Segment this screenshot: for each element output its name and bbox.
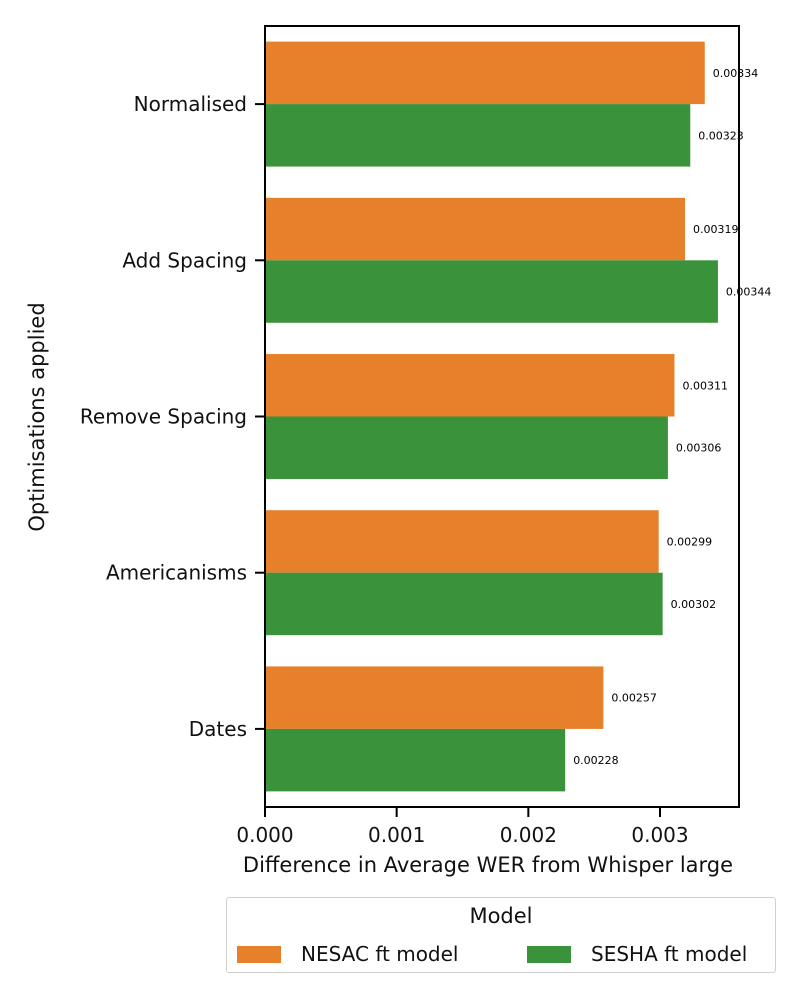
bar-sesha-ft-model-normalised: [265, 104, 691, 167]
bar-sesha-ft-model-remove-spacing: [265, 416, 668, 479]
x-tick-label-1: 0.001: [368, 823, 425, 847]
x-tick-label-0: 0.000: [236, 823, 293, 847]
bar-nesac-ft-model-normalised: [265, 41, 705, 105]
legend-label-nesac: NESAC ft model: [301, 942, 459, 966]
y-tick-label-add-spacing: Add Spacing: [122, 248, 247, 272]
x-axis-label: Difference in Average WER from Whisper l…: [243, 853, 733, 877]
bar-label-sesha-ft-model-americanisms: 0.00302: [671, 598, 717, 611]
legend-title: Model: [469, 904, 533, 928]
legend-item-sesha: SESHA ft model: [527, 942, 747, 966]
bar-nesac-ft-model-remove-spacing: [265, 354, 675, 417]
bar-chart: 0.00334 0.00323 0.00319 0.00344 0.00311 0.003…: [25, 25, 771, 877]
bar-label-nesac-ft-model-remove-spacing: 0.00311: [682, 379, 728, 392]
y-tick-label-americanisms: Americanisms: [106, 561, 247, 585]
legend-swatch-sesha: [527, 945, 571, 963]
y-tick-label-remove-spacing: Remove Spacing: [80, 405, 247, 429]
bar-labels-group: 0.00334 0.00323 0.00319 0.00344 0.00311 0.003…: [573, 67, 771, 767]
legend-item-nesac: NESAC ft model: [237, 942, 458, 966]
bar-sesha-ft-model-americanisms: [265, 572, 663, 636]
bar-label-sesha-ft-model-add-spacing: 0.00344: [726, 286, 772, 299]
bar-label-nesac-ft-model-normalised: 0.00334: [713, 67, 759, 80]
y-tick-label-normalised: Normalised: [134, 92, 247, 116]
bar-label-sesha-ft-model-dates: 0.00228: [573, 754, 619, 767]
bar-nesac-ft-model-add-spacing: [265, 197, 686, 261]
bar-label-sesha-ft-model-normalised: 0.00323: [698, 129, 744, 142]
y-ticks-group: Normalised Add Spacing Remove Spacing Ameri…: [80, 92, 265, 741]
legend-label-sesha: SESHA ft model: [591, 942, 748, 966]
bar-sesha-ft-model-add-spacing: [265, 260, 718, 323]
legend-swatch-nesac: [237, 945, 281, 963]
bars-group: [265, 41, 718, 792]
y-tick-label-dates: Dates: [189, 717, 247, 741]
bar-label-nesac-ft-model-dates: 0.00257: [611, 692, 657, 705]
bar-nesac-ft-model-dates: [265, 666, 604, 729]
bar-sesha-ft-model-dates: [265, 728, 566, 792]
x-tick-label-3: 0.003: [631, 823, 688, 847]
y-axis-label: Optimisations applied: [25, 302, 49, 531]
legend: Model NESAC ft model SESHA ft model: [226, 897, 776, 973]
bar-label-nesac-ft-model-add-spacing: 0.00319: [693, 223, 739, 236]
bar-label-sesha-ft-model-remove-spacing: 0.00306: [676, 442, 722, 455]
bar-nesac-ft-model-americanisms: [265, 510, 659, 573]
x-tick-label-2: 0.002: [500, 823, 557, 847]
x-ticks-group: 0.000 0.001 0.002 0.003: [236, 807, 689, 847]
bar-label-nesac-ft-model-americanisms: 0.00299: [667, 535, 713, 548]
